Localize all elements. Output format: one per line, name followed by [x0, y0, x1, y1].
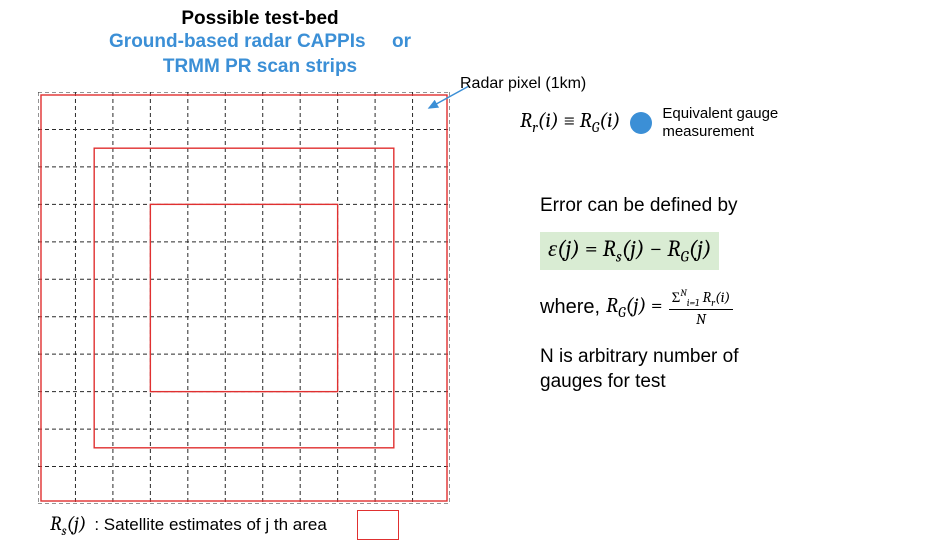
title-subtitle: Ground-based radar CAPPIs or TRMM PR sca…: [90, 30, 430, 79]
error-definition-block: Error can be defined by ε(j) = Rs(j) − R…: [540, 195, 900, 395]
subtitle-line2: TRMM PR scan strips: [163, 56, 357, 77]
error-formula: ε(j) = Rs(j) − RG(j): [540, 232, 719, 270]
radar-grid: [38, 92, 450, 504]
title-main: Possible test-bed: [90, 8, 430, 30]
where-rg: RG(j) =: [606, 294, 663, 321]
where-line: where, RG(j) = ΣNi=1 Rr(i) N: [540, 288, 900, 328]
grid-svg: [38, 92, 450, 504]
rs-symbol: Rs(j): [50, 512, 86, 539]
n-note: N is arbitrary number ofgauges for test: [540, 344, 800, 395]
equivalence-equation: Rr(i) ≡ RG(i): [520, 109, 620, 136]
error-intro: Error can be defined by: [540, 195, 900, 217]
equivalence-row: Rr(i) ≡ RG(i) Equivalent gaugemeasuremen…: [520, 105, 832, 141]
bottom-legend: Rs(j) : Satellite estimates of j th area: [50, 510, 399, 540]
subtitle-line1: Ground-based radar CAPPIs: [109, 31, 366, 52]
subtitle-or: or: [392, 31, 411, 52]
gauge-label: Equivalent gaugemeasurement: [662, 105, 832, 141]
red-square-icon: [357, 510, 399, 540]
where-word: where,: [540, 296, 600, 319]
rs-description: : Satellite estimates of j th area: [94, 515, 326, 535]
radar-pixel-label: Radar pixel (1km): [460, 75, 586, 93]
gauge-dot-icon: [630, 112, 652, 134]
fraction: ΣNi=1 Rr(i) N: [669, 288, 734, 328]
title-block: Possible test-bed Ground-based radar CAP…: [90, 8, 430, 79]
